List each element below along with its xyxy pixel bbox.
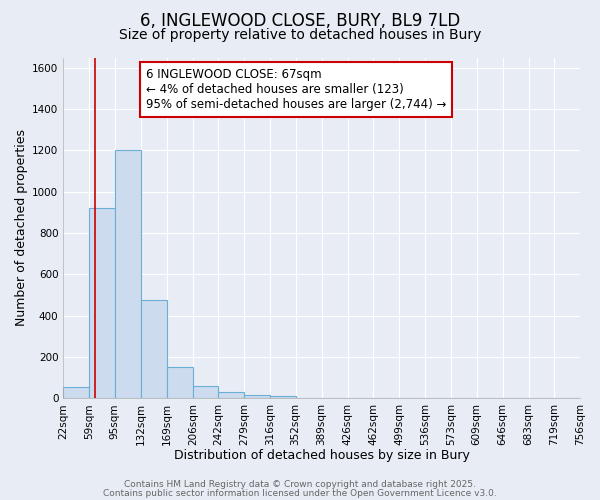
Bar xyxy=(141,300,167,398)
X-axis label: Distribution of detached houses by size in Bury: Distribution of detached houses by size … xyxy=(174,450,470,462)
Text: Size of property relative to detached houses in Bury: Size of property relative to detached ho… xyxy=(119,28,481,42)
Bar xyxy=(89,208,115,398)
Text: 6 INGLEWOOD CLOSE: 67sqm
← 4% of detached houses are smaller (123)
95% of semi-d: 6 INGLEWOOD CLOSE: 67sqm ← 4% of detache… xyxy=(146,68,446,110)
Bar xyxy=(115,150,141,398)
Bar xyxy=(244,395,270,398)
Bar xyxy=(193,386,218,398)
Text: Contains HM Land Registry data © Crown copyright and database right 2025.: Contains HM Land Registry data © Crown c… xyxy=(124,480,476,489)
Text: Contains public sector information licensed under the Open Government Licence v3: Contains public sector information licen… xyxy=(103,488,497,498)
Bar xyxy=(218,392,244,398)
Bar xyxy=(167,368,193,398)
Bar xyxy=(270,396,296,398)
Y-axis label: Number of detached properties: Number of detached properties xyxy=(15,130,28,326)
Text: 6, INGLEWOOD CLOSE, BURY, BL9 7LD: 6, INGLEWOOD CLOSE, BURY, BL9 7LD xyxy=(140,12,460,30)
Bar xyxy=(63,387,89,398)
